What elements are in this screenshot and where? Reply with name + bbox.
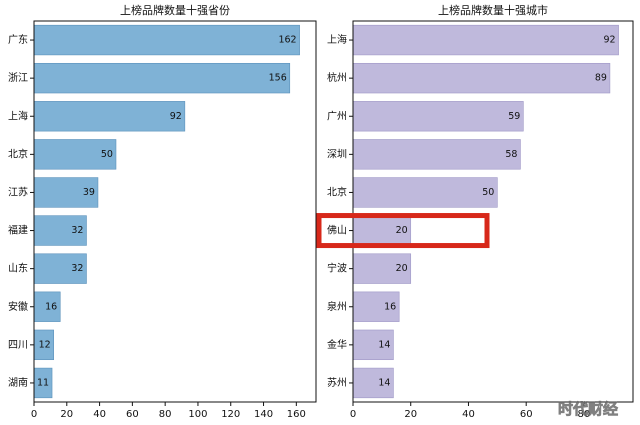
left-value-label-0: 162 [278, 35, 296, 46]
right-value-label-7: 16 [384, 301, 396, 312]
right-value-label-5: 20 [396, 225, 408, 236]
left-x-tick-label-5: 100 [188, 409, 207, 420]
left-bar-5 [33, 215, 87, 246]
left-category-label-2: 上海 [8, 109, 28, 122]
right-bar-3 [352, 139, 521, 170]
left-value-label-5: 32 [71, 225, 83, 236]
right-x-tick-label-1: 20 [404, 409, 417, 420]
right-category-label-2: 广州 [327, 110, 347, 122]
right-bar-4 [352, 177, 498, 208]
right-value-label-1: 89 [595, 73, 607, 84]
left-category-label-5: 福建 [8, 224, 28, 237]
right-value-label-4: 50 [482, 187, 494, 198]
left-value-label-3: 50 [101, 149, 113, 160]
right-plot-frame [352, 20, 634, 403]
right-x-tick-label-3: 60 [520, 409, 533, 420]
right-value-label-9: 14 [378, 377, 390, 388]
left-x-tick-label-1: 20 [60, 409, 73, 420]
right-category-label-9: 苏州 [327, 376, 347, 389]
left-value-label-9: 11 [37, 377, 49, 388]
watermark-text: 时代财经 [558, 400, 618, 418]
right-bar-9 [352, 367, 394, 399]
left-x-tick-label-4: 80 [159, 409, 172, 420]
right-bar-7 [352, 291, 400, 322]
right-category-label-1: 杭州 [327, 71, 347, 84]
left-bar-6 [33, 253, 87, 284]
left-category-label-6: 山东 [8, 262, 28, 275]
right-category-label-4: 北京 [327, 185, 347, 198]
right-category-label-6: 宁波 [327, 262, 347, 275]
left-category-label-4: 江苏 [8, 185, 28, 198]
chart-overlay: 时代财经 [316, 213, 618, 418]
right-category-label-7: 泉州 [327, 300, 347, 313]
right-x-tick-label-2: 40 [462, 409, 475, 420]
left-bar-4 [33, 177, 99, 208]
left-bar-0 [33, 24, 300, 56]
right-value-label-8: 14 [378, 339, 390, 350]
right-x-tick-label-4: 80 [578, 409, 591, 420]
right-bar-8 [352, 329, 394, 361]
left-category-label-1: 浙江 [8, 72, 28, 84]
right-bar-0 [352, 24, 619, 56]
left-plot-frame [33, 20, 317, 403]
right-value-label-2: 59 [508, 111, 520, 122]
left-bar-3 [33, 139, 117, 170]
left-category-label-9: 湖南 [8, 376, 28, 389]
left-value-label-1: 156 [269, 73, 287, 84]
right-chart-title: 上榜品牌数量十强城市 [438, 3, 548, 17]
left-value-label-4: 39 [83, 187, 95, 198]
right-value-label-0: 92 [603, 35, 615, 46]
left-value-label-8: 12 [39, 339, 51, 350]
left-category-label-7: 安徽 [8, 300, 28, 313]
left-x-tick-label-0: 0 [31, 409, 37, 420]
right-bar-1 [352, 62, 611, 94]
right-bar-6 [352, 253, 412, 284]
left-x-tick-label-6: 120 [221, 409, 240, 420]
left-x-tick-label-2: 40 [93, 409, 106, 420]
left-category-label-8: 四川 [8, 340, 28, 351]
right-value-label-3: 58 [505, 149, 517, 160]
left-value-label-6: 32 [71, 263, 83, 274]
left-bar-2 [33, 101, 186, 132]
left-category-label-3: 北京 [8, 147, 28, 160]
right-category-label-0: 上海 [327, 33, 347, 46]
right-category-label-5: 佛山 [327, 224, 347, 237]
right-bar-2 [352, 101, 524, 132]
left-bar-1 [33, 62, 291, 94]
right-category-label-8: 金华 [327, 338, 347, 351]
left-x-tick-label-8: 160 [287, 409, 306, 420]
left-x-tick-label-7: 140 [254, 409, 273, 420]
left-x-tick-label-3: 60 [126, 409, 139, 420]
left-category-label-0: 广东 [8, 33, 28, 46]
left-value-label-2: 92 [170, 111, 182, 122]
right-category-label-3: 深圳 [327, 148, 347, 160]
left-value-label-7: 16 [45, 301, 57, 312]
left-chart-title: 上榜品牌数量十强省份 [120, 3, 230, 17]
right-x-tick-label-0: 0 [350, 409, 356, 420]
right-value-label-6: 20 [396, 263, 408, 274]
right-highlight-box [316, 213, 490, 249]
left-bar-7 [33, 291, 61, 322]
